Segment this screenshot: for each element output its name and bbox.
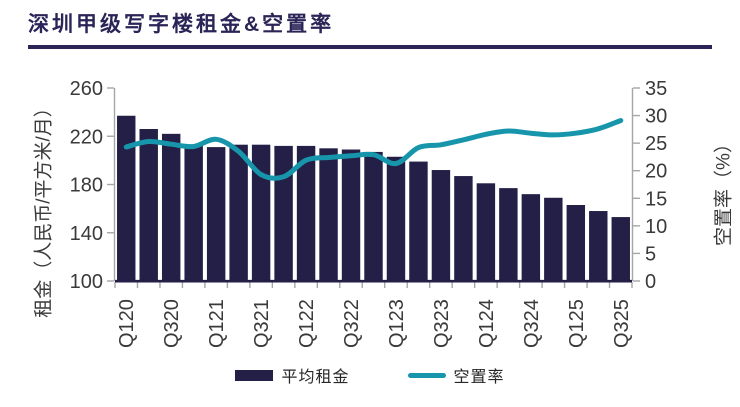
x-label-Q124: Q124: [476, 299, 498, 348]
bar-Q120: [117, 115, 136, 283]
bar-Q224: [499, 188, 518, 282]
bar-Q125: [566, 205, 586, 282]
legend-item-rent: 平均租金: [235, 363, 349, 387]
right-tick-label-0: 0: [645, 271, 656, 293]
bar-Q123: [386, 156, 406, 282]
x-label-Q123: Q123: [386, 299, 408, 348]
x-label-Q320: Q320: [161, 299, 183, 348]
left-tick-label-220: 220: [70, 126, 103, 148]
right-tick-label-30: 30: [645, 106, 667, 128]
bar-Q423: [454, 176, 473, 282]
chart-title: 深圳甲级写字楼租金&空置率: [28, 13, 335, 36]
right-tick-label-35: 35: [645, 78, 667, 100]
bar-Q324: [521, 194, 541, 282]
left-tick-label-260: 260: [70, 78, 103, 100]
bar-Q325: [611, 217, 630, 282]
bar-Q221: [229, 144, 248, 282]
legend-label-vacancy: 空置率: [453, 369, 505, 386]
bar-Q225: [589, 211, 608, 282]
bar-Q323: [431, 170, 451, 282]
bar-Q320: [161, 133, 181, 282]
left-tick-label-140: 140: [70, 223, 103, 245]
bar-Q322: [341, 149, 361, 282]
x-label-Q122: Q122: [296, 299, 318, 348]
x-label-Q323: Q323: [431, 299, 453, 348]
rent-bar-swatch-icon: [235, 369, 274, 381]
bar-Q124: [476, 183, 496, 282]
legend-item-vacancy: 空置率: [407, 363, 505, 387]
chart-legend: 平均租金 空置率: [0, 360, 740, 390]
bar-Q422: [364, 151, 383, 282]
bar-Q220: [139, 129, 158, 282]
bar-Q121: [206, 147, 226, 282]
x-label-Q125: Q125: [566, 299, 588, 348]
vacancy-line-swatch-icon: [407, 372, 446, 378]
right-tick-label-15: 15: [645, 188, 667, 210]
bar-Q321: [251, 144, 271, 282]
legend-label-rent: 平均租金: [281, 369, 350, 386]
bar-Q223: [409, 161, 428, 282]
right-tick-label-5: 5: [645, 243, 656, 265]
vacancy-rate-line: [123, 118, 624, 181]
x-label-Q121: Q121: [206, 299, 228, 348]
bar-Q424: [544, 197, 563, 282]
title-underline: [28, 45, 712, 49]
right-tick-label-10: 10: [645, 216, 667, 238]
x-label-Q120: Q120: [116, 299, 138, 348]
right-tick-label-20: 20: [645, 161, 667, 183]
x-label-Q324: Q324: [521, 299, 543, 348]
x-label-Q325: Q325: [611, 299, 633, 348]
x-label-Q321: Q321: [251, 299, 273, 348]
bar-Q122: [296, 145, 316, 282]
bar-Q420: [184, 144, 203, 282]
left-tick-label-180: 180: [70, 175, 103, 197]
bar-Q222: [319, 148, 338, 282]
bar-Q421: [274, 145, 293, 282]
left-tick-label-100: 100: [70, 271, 103, 293]
right-tick-label-25: 25: [645, 133, 667, 155]
x-label-Q322: Q322: [341, 299, 363, 348]
